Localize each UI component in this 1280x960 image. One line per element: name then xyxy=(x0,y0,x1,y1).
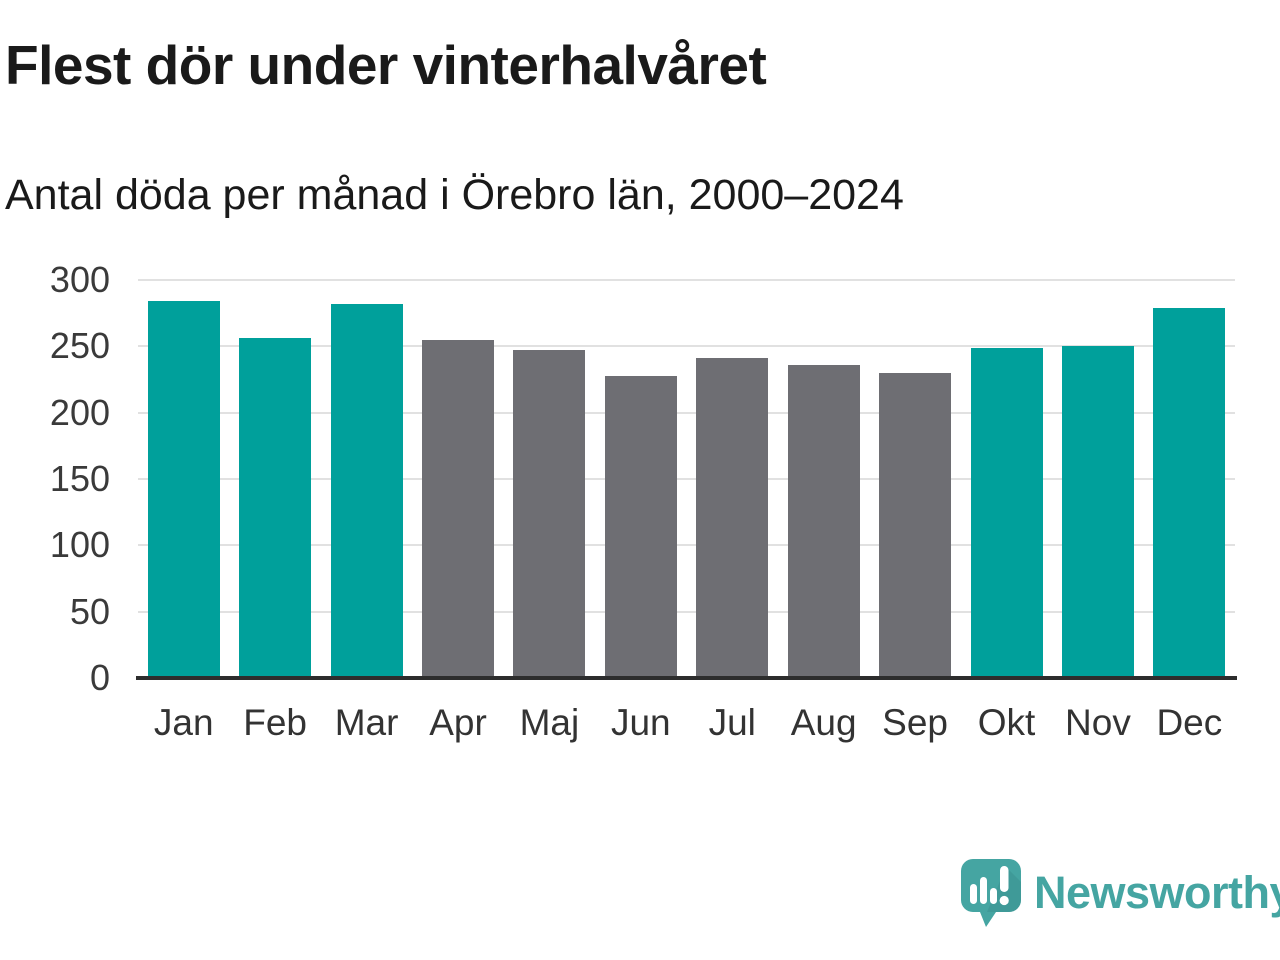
gridline-250 xyxy=(138,345,1235,348)
bar-sep xyxy=(879,372,952,678)
gridline-200 xyxy=(138,411,1235,414)
bar-band-jul xyxy=(687,280,778,678)
bar-jun xyxy=(604,375,677,678)
y-tick-label-250: 250 xyxy=(49,325,110,367)
bar-okt xyxy=(970,347,1043,678)
bar-mar xyxy=(330,303,403,678)
x-tick-label-sep: Sep xyxy=(882,702,948,743)
chart-title: Flest dör under vinterhalvåret xyxy=(5,34,767,96)
y-tick-label-200: 200 xyxy=(49,391,110,433)
x-tick-label-dec: Dec xyxy=(1156,702,1223,743)
gridline-100 xyxy=(138,544,1235,547)
y-tick-label-50: 50 xyxy=(69,590,110,632)
gridline-300 xyxy=(138,279,1235,281)
newsworthy-logo-icon xyxy=(961,859,1021,927)
bar-band-aug xyxy=(778,280,869,678)
bar-apr xyxy=(421,339,494,678)
gridline-150 xyxy=(138,478,1235,480)
x-tick-label-jul: Jul xyxy=(708,702,756,743)
bar-band-maj xyxy=(504,280,595,678)
y-tick-label-300: 300 xyxy=(49,259,110,300)
plot-area xyxy=(138,279,1235,678)
bar-nov xyxy=(1061,346,1134,678)
y-tick-label-0: 0 xyxy=(89,657,110,698)
bar-maj xyxy=(513,350,586,678)
bars xyxy=(138,280,1235,678)
gridline-50 xyxy=(138,610,1235,613)
bar-band-dec xyxy=(1144,280,1235,678)
bar-band-sep xyxy=(869,280,960,678)
x-tick-label-jun: Jun xyxy=(610,702,671,743)
bar-band-mar xyxy=(321,280,412,678)
x-tick-label-jan: Jan xyxy=(153,702,214,743)
bar-band-apr xyxy=(412,280,503,678)
x-tick-label-nov: Nov xyxy=(1065,702,1131,743)
bar-dec xyxy=(1153,307,1226,678)
bar-feb xyxy=(239,338,312,678)
x-axis-line xyxy=(136,676,1237,680)
x-tick-label-apr: Apr xyxy=(429,702,487,743)
bar-band-jan xyxy=(138,280,229,678)
newsworthy-logo: Newsworthy xyxy=(960,858,1280,928)
newsworthy-logo-wordmark: Newsworthy xyxy=(1034,867,1280,918)
bar-band-nov xyxy=(1052,280,1143,678)
bar-band-feb xyxy=(229,280,320,678)
bar-jan xyxy=(147,301,220,678)
bar-jul xyxy=(696,358,769,678)
x-tick-label-maj: Maj xyxy=(519,702,580,743)
x-tick-label-aug: Aug xyxy=(790,702,857,743)
bar-band-jun xyxy=(595,280,686,678)
x-axis-labels: Jan Feb Mar Apr Maj Jun Jul Aug Sep Okt Nov Dec xyxy=(138,702,1235,744)
y-axis-labels: 0 50 100 150 200 250 300 xyxy=(0,260,110,698)
y-tick-label-150: 150 xyxy=(49,458,110,499)
x-tick-label-okt: Okt xyxy=(977,702,1036,743)
chart-subtitle: Antal döda per månad i Örebro län, 2000–… xyxy=(5,171,904,219)
bar-aug xyxy=(787,364,860,678)
bar-band-okt xyxy=(961,280,1052,678)
y-tick-label-100: 100 xyxy=(49,524,110,566)
x-tick-label-mar: Mar xyxy=(334,702,399,743)
x-tick-label-feb: Feb xyxy=(243,702,308,743)
